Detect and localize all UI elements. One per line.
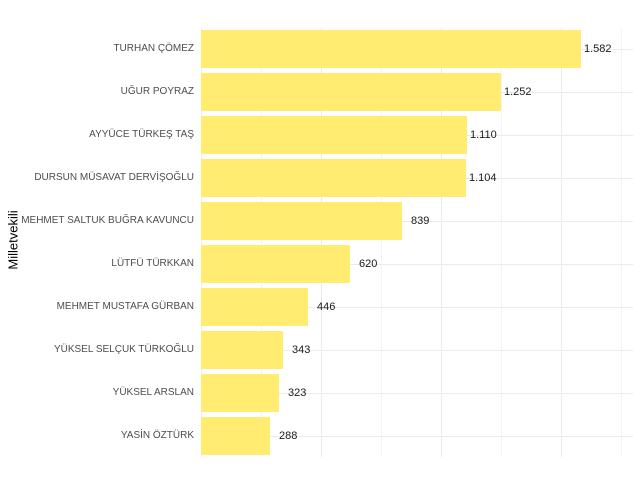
value-label: 1.110: [470, 129, 497, 141]
bar: [201, 73, 501, 111]
value-label: 839: [411, 215, 430, 227]
y-axis-tick-label: TURHAN ÇÖMEZ: [113, 43, 194, 54]
horizontal-gridline: [201, 436, 633, 437]
major-gridline: [561, 28, 562, 457]
bar: [201, 30, 581, 68]
minor-gridline: [261, 28, 262, 457]
value-label: 323: [288, 387, 307, 399]
horizontal-gridline: [201, 393, 633, 394]
bar: [201, 202, 402, 240]
bar: [201, 116, 467, 154]
plot-panel: 1.582 1.252 1.110 1.104 839 620 446 343 323 288: [201, 28, 633, 457]
y-axis-tick-label: YÜKSEL SELÇUK TÜRKOĞLU: [53, 344, 194, 355]
value-label: 1.104: [469, 172, 497, 184]
y-axis-title: Milletvekili: [5, 210, 21, 270]
y-axis-tick-label: MEHMET MUSTAFA GÜRBAN: [56, 301, 194, 312]
value-label: 446: [317, 301, 336, 313]
value-label: 343: [292, 344, 311, 356]
value-label: 1.582: [584, 43, 612, 55]
horizontal-gridline: [201, 350, 633, 351]
horizontal-gridline: [201, 264, 633, 265]
bar: [201, 417, 270, 455]
horizontal-gridline: [201, 221, 633, 222]
bar: [201, 374, 279, 412]
value-label: 620: [359, 258, 378, 270]
y-axis-tick-label: DURSUN MÜSAVAT DERVİŞOĞLU: [34, 172, 194, 183]
minor-gridline: [381, 28, 382, 457]
y-axis-tick-label: YASİN ÖZTÜRK: [120, 430, 194, 441]
bar: [201, 159, 466, 197]
y-axis-tick-label: LÜTFÜ TÜRKKAN: [111, 258, 194, 269]
y-axis-tick-label: AYYÜCE TÜRKEŞ TAŞ: [89, 129, 194, 140]
y-axis-tick-label: YÜKSEL ARSLAN: [112, 387, 194, 398]
horizontal-gridline: [201, 307, 633, 308]
y-axis-tick-label: UĞUR POYRAZ: [120, 86, 194, 97]
y-axis-tick-label: MEHMET SALTUK BUĞRA KAVUNCU: [21, 215, 194, 226]
minor-gridline: [501, 28, 502, 457]
major-gridline: [321, 28, 322, 457]
bar: [201, 245, 350, 283]
bar: [201, 288, 308, 326]
major-gridline: [201, 28, 202, 457]
value-label: 1.252: [504, 86, 532, 98]
bar: [201, 331, 283, 369]
minor-gridline: [621, 28, 622, 457]
major-gridline: [441, 28, 442, 457]
value-label: 288: [279, 430, 298, 442]
